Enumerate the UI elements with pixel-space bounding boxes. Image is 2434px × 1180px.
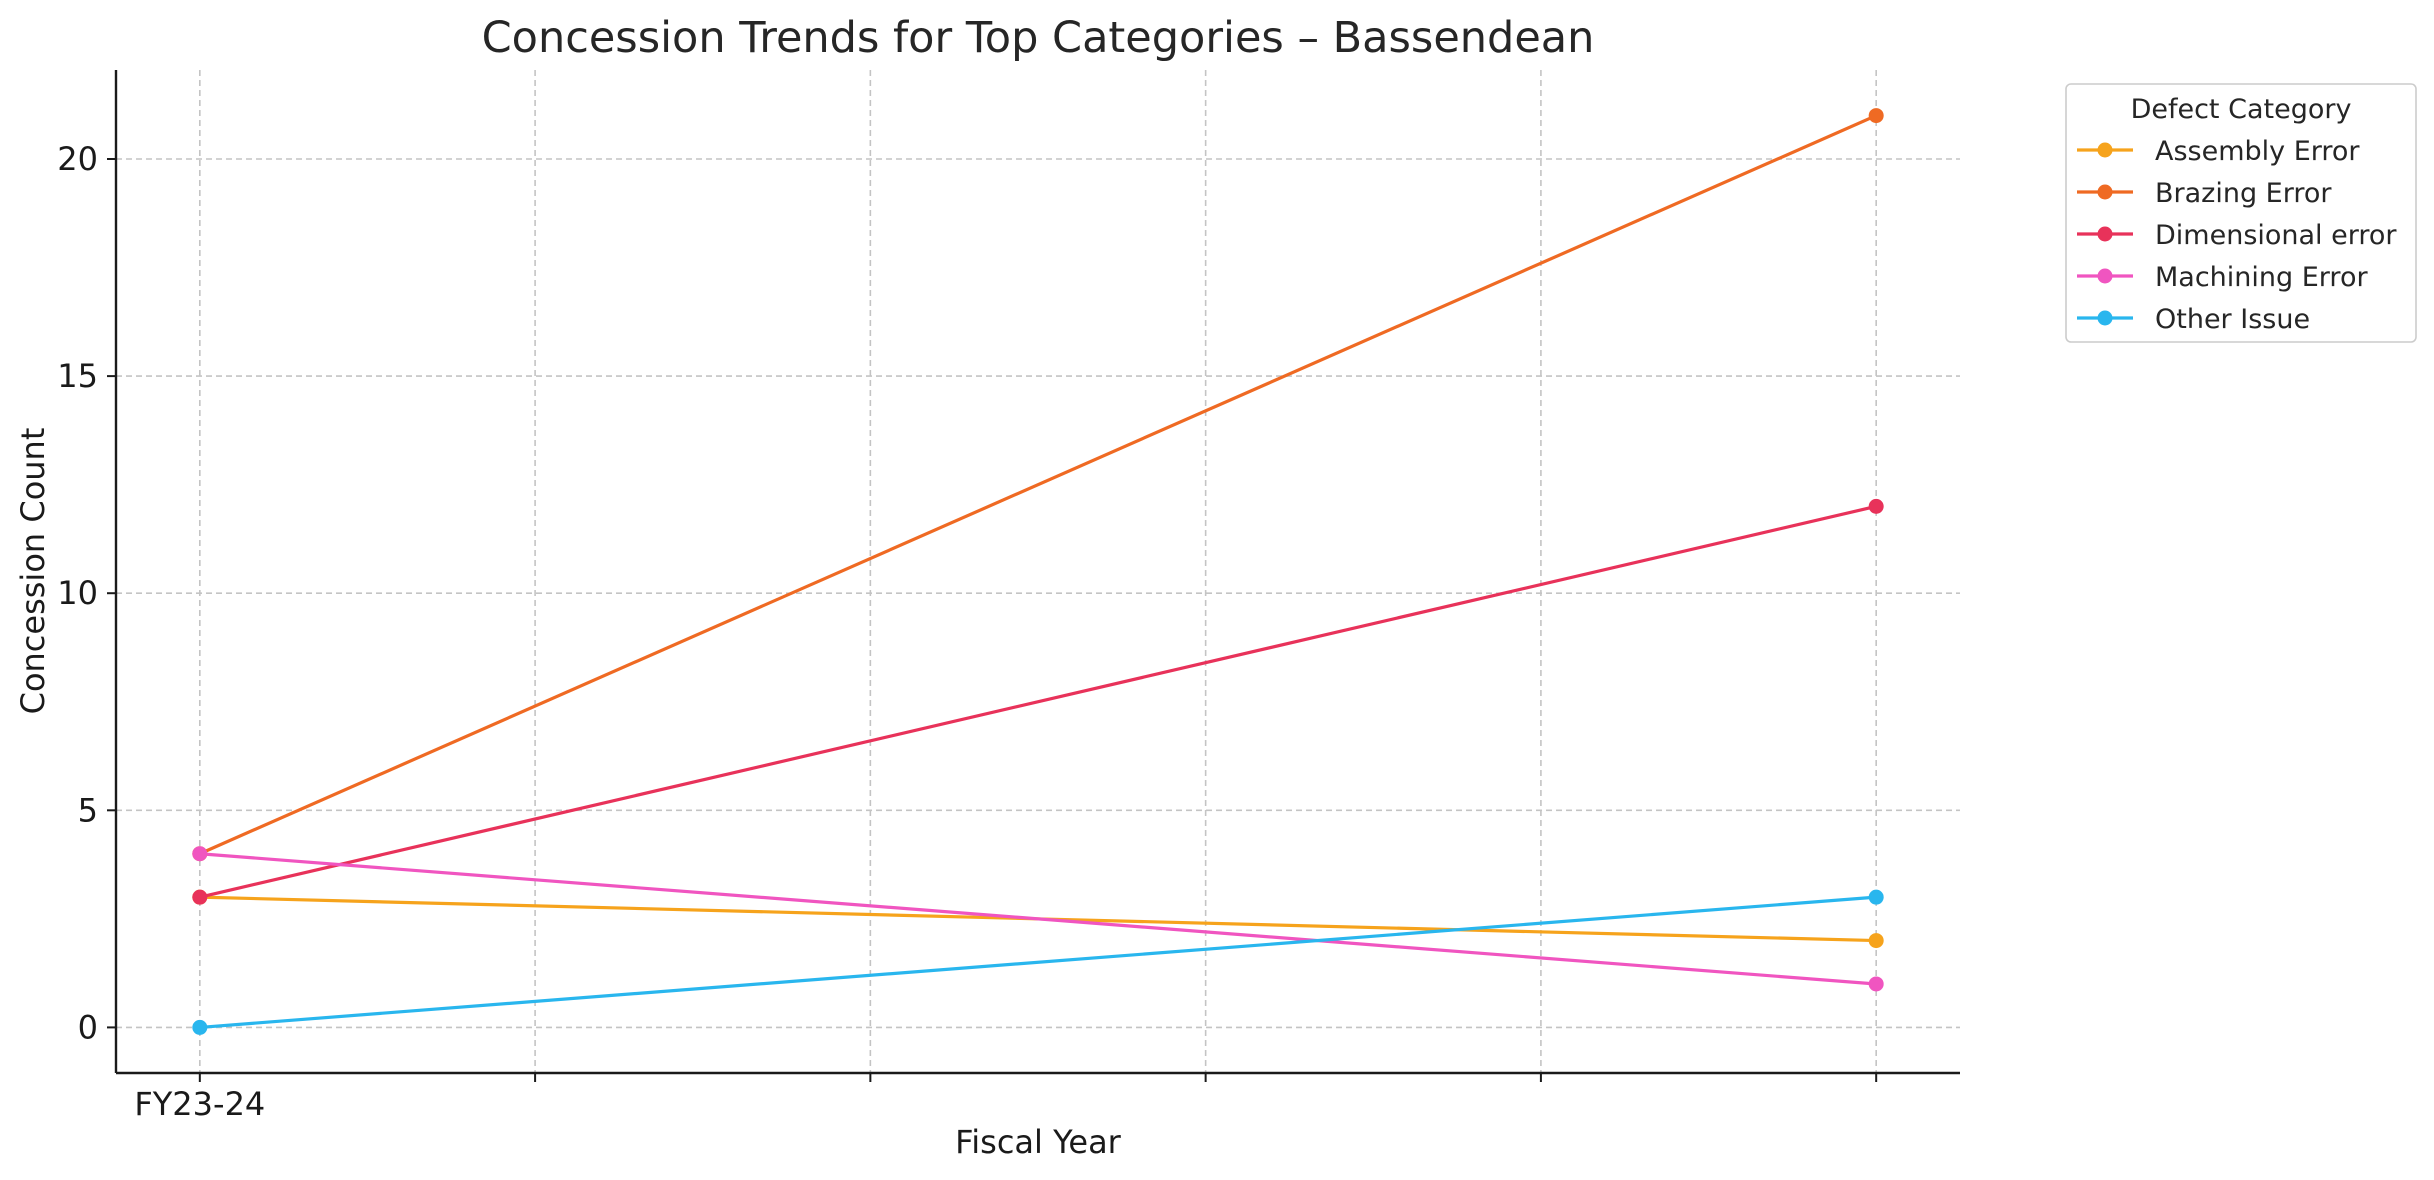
legend-entry-machining-error: Machining Error xyxy=(2077,262,2368,293)
series-other-issue xyxy=(192,889,1884,1035)
y-axis-label: Concession Count xyxy=(14,428,52,715)
data-point-assembly-error xyxy=(1868,933,1884,949)
legend-entry-dimensional-error: Dimensional error xyxy=(2077,220,2397,251)
tick-marks: FY23-24 0 5 10 15 20 xyxy=(57,140,1878,1123)
data-point-brazing-error xyxy=(1868,108,1884,124)
legend-swatch-marker xyxy=(2097,310,2113,326)
legend-entry-other-issue: Other Issue xyxy=(2077,304,2310,335)
y-tick-label: 20 xyxy=(57,140,98,178)
legend-items: Assembly Error Brazing Error Dimensional e… xyxy=(2077,136,2397,335)
series-lines xyxy=(192,108,1884,1035)
legend-entry-brazing-error: Brazing Error xyxy=(2077,178,2332,209)
data-point-dimensional-error xyxy=(1868,498,1884,514)
series-line-machining-error xyxy=(199,852,1877,986)
series-machining-error xyxy=(192,846,1884,992)
legend-label: Machining Error xyxy=(2155,262,2368,293)
legend-label: Other Issue xyxy=(2155,304,2310,335)
data-point-other-issue xyxy=(192,1019,208,1035)
data-point-machining-error xyxy=(1868,976,1884,992)
legend-title: Defect Category xyxy=(2131,94,2352,125)
x-axis-label: Fiscal Year xyxy=(955,1123,1122,1161)
series-brazing-error xyxy=(192,108,1884,862)
series-dimensional-error xyxy=(192,498,1884,905)
legend-swatch-marker xyxy=(2097,142,2113,158)
data-point-machining-error xyxy=(192,846,208,862)
legend-entry-assembly-error: Assembly Error xyxy=(2077,136,2360,167)
series-line-other-issue xyxy=(199,895,1877,1030)
chart-title: Concession Trends for Top Categories – B… xyxy=(482,13,1595,63)
series-line-brazing-error xyxy=(199,114,1877,856)
legend-swatch-marker xyxy=(2097,226,2113,242)
data-point-dimensional-error xyxy=(192,889,208,905)
y-tick-label: 5 xyxy=(78,791,98,829)
y-tick-label: 15 xyxy=(57,357,98,395)
data-point-other-issue xyxy=(1868,889,1884,905)
y-tick-label: 10 xyxy=(57,574,98,612)
legend-swatch-marker xyxy=(2097,268,2113,284)
legend-frame xyxy=(2065,83,2417,343)
legend-label: Assembly Error xyxy=(2155,136,2360,167)
y-tick-label: 0 xyxy=(78,1008,98,1046)
gridlines xyxy=(116,70,1960,1073)
series-line-dimensional-error xyxy=(199,504,1877,899)
legend-label: Brazing Error xyxy=(2155,178,2332,209)
legend: Defect Category Assembly Error Brazing Er… xyxy=(2065,83,2417,343)
legend-swatch-marker xyxy=(2097,184,2113,200)
axes xyxy=(114,70,1960,1075)
x-tick-label: FY23-24 xyxy=(134,1085,265,1123)
legend-label: Dimensional error xyxy=(2155,220,2397,251)
